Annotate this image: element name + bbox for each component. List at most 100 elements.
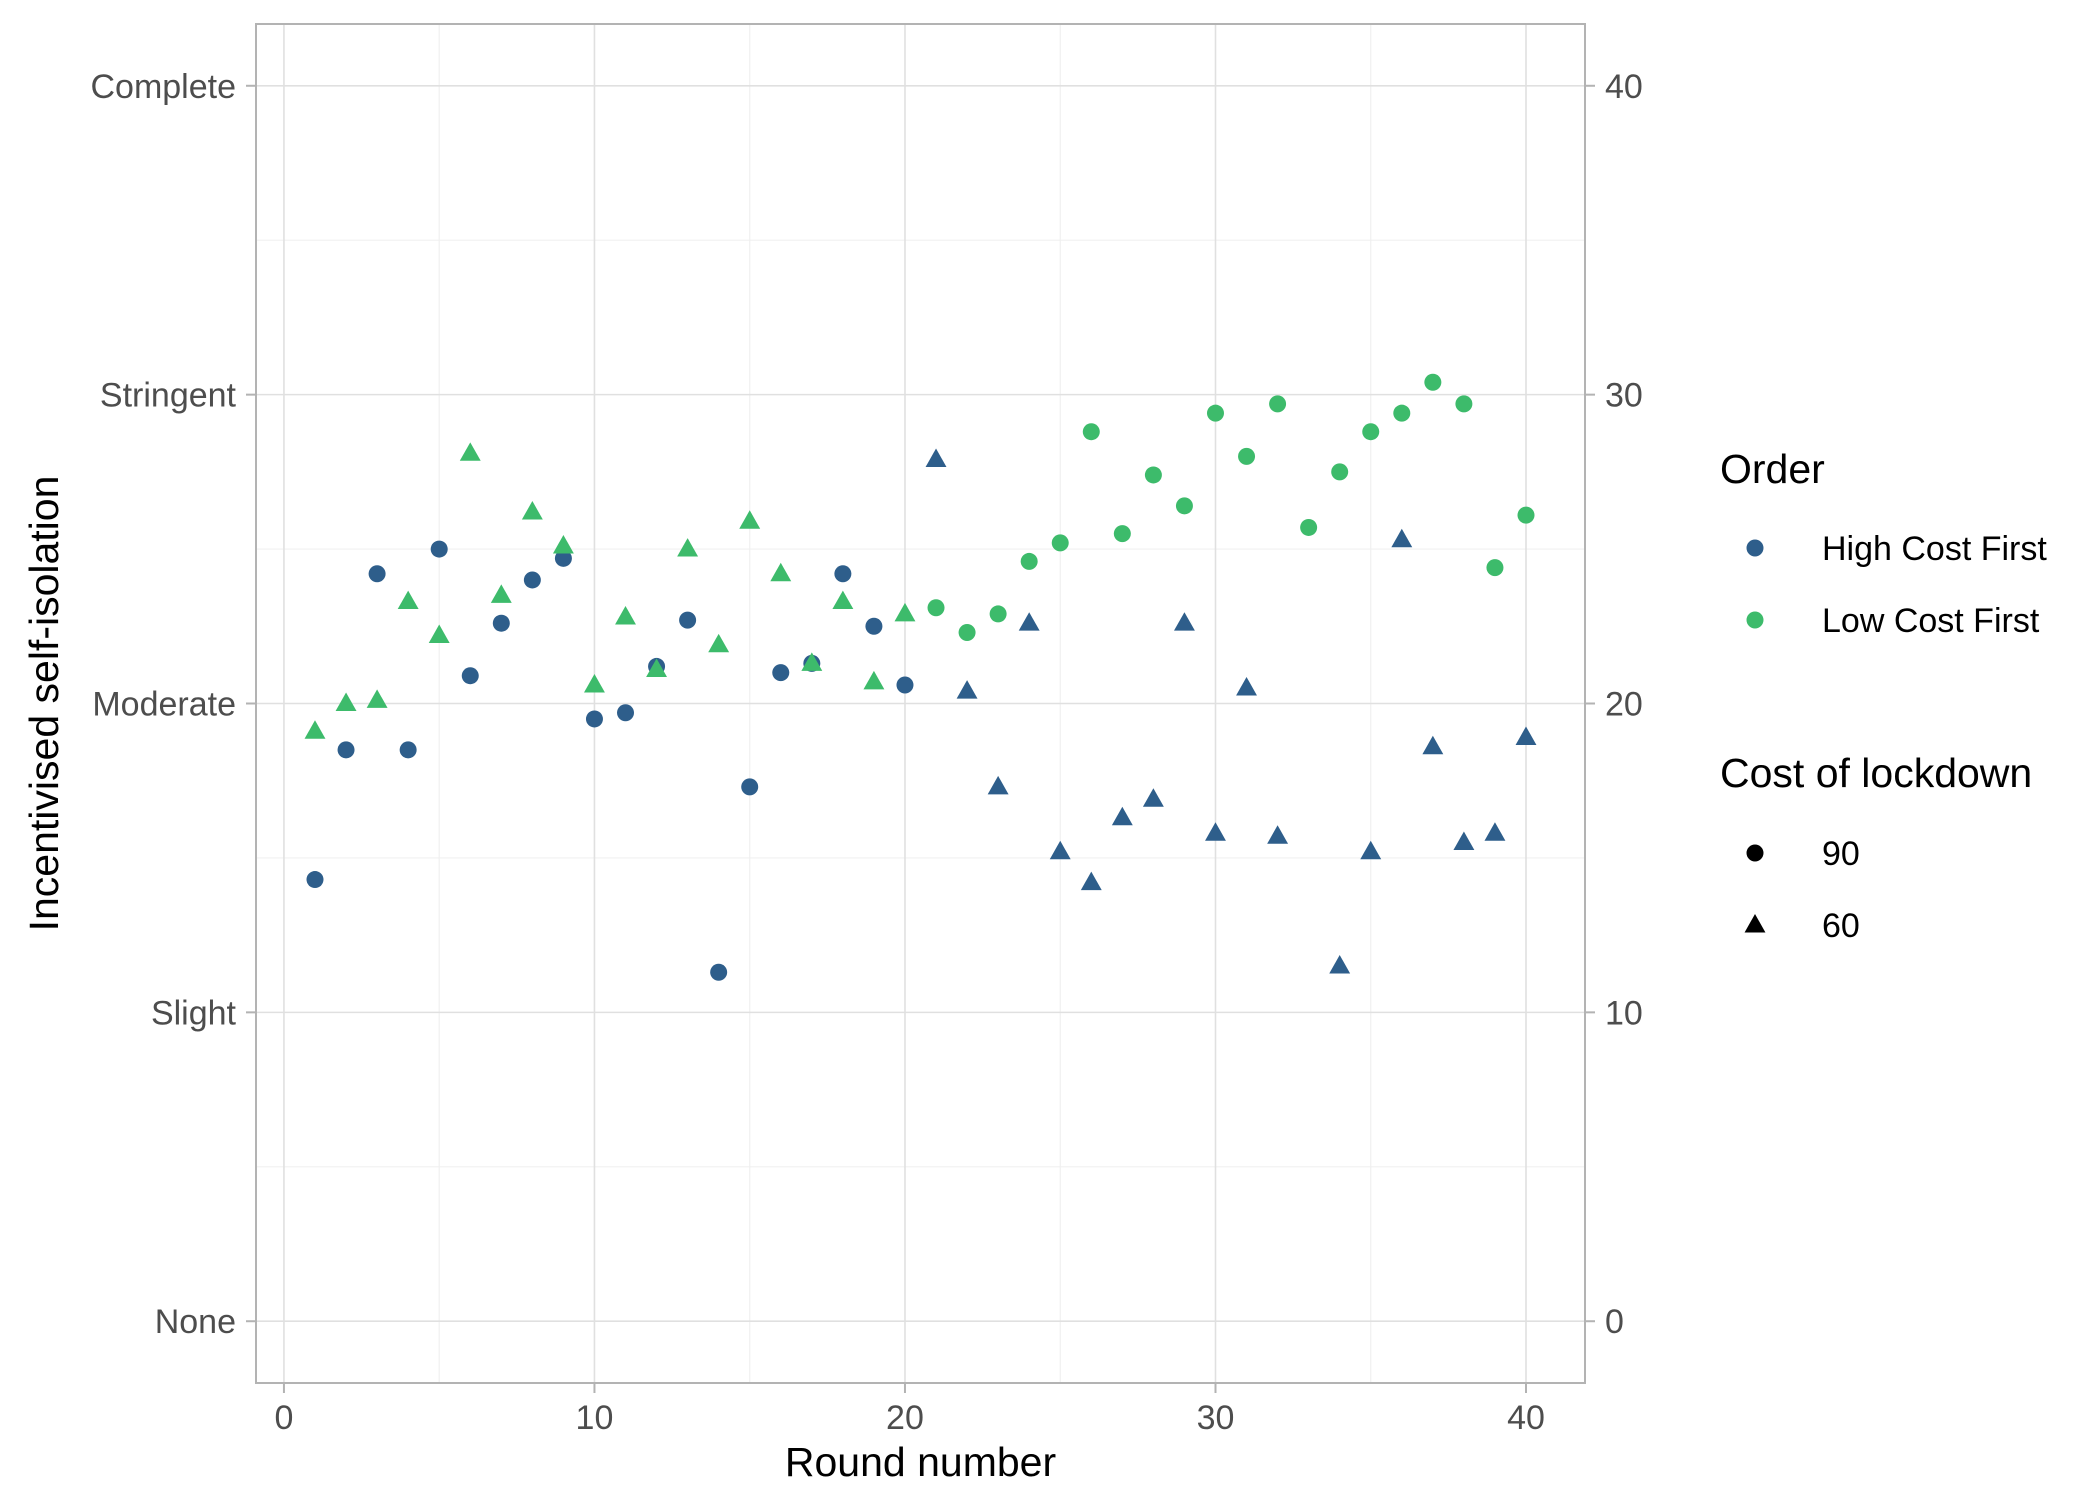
data-point-low-cost-first-90	[1175, 497, 1193, 515]
legend-order-title: Order	[1720, 446, 1825, 492]
left-y-tick-label: Slight	[151, 994, 237, 1032]
legend-label: High Cost First	[1822, 530, 2047, 568]
legend-label: 90	[1822, 835, 1860, 873]
data-point-high-cost-first-60	[1080, 871, 1102, 891]
data-point-high-cost-first-60	[1205, 822, 1226, 841]
data-point-high-cost-first-90	[554, 549, 572, 567]
data-points	[304, 373, 1537, 981]
data-point-high-cost-first-60	[1515, 726, 1537, 745]
data-point-high-cost-first-90	[617, 704, 635, 722]
data-point-low-cost-first-90	[927, 599, 945, 617]
data-point-low-cost-first-90	[1486, 559, 1504, 577]
data-point-low-cost-first-60	[894, 602, 916, 622]
legend: Order Cost of lockdown High Cost First Lo…	[1720, 446, 2047, 945]
legend-key-cost-90	[1746, 844, 1764, 862]
data-point-low-cost-first-60	[366, 689, 388, 708]
data-point-low-cost-first-90	[1517, 506, 1535, 524]
data-point-high-cost-first-60	[1142, 788, 1164, 807]
x-tick-labels: 0 10 20 30 40	[274, 1399, 1544, 1437]
data-point-high-cost-first-90	[834, 565, 852, 583]
left-y-tick-label: Complete	[90, 68, 236, 106]
legend-key-cost-60	[1744, 914, 1766, 933]
data-point-low-cost-first-90	[1300, 518, 1318, 536]
data-point-low-cost-first-60	[304, 720, 326, 739]
data-point-high-cost-first-60	[1453, 831, 1475, 850]
data-point-low-cost-first-90	[1269, 395, 1287, 413]
data-point-low-cost-first-60	[832, 590, 854, 610]
right-y-tick-labels: 0 10 20 30 40	[1605, 68, 1643, 1341]
right-y-tick-label: 30	[1605, 377, 1643, 415]
data-point-low-cost-first-90	[1362, 423, 1380, 441]
right-y-tick-label: 20	[1605, 686, 1643, 724]
data-point-high-cost-first-60	[1018, 612, 1040, 631]
data-point-low-cost-first-90	[1051, 534, 1069, 552]
data-point-high-cost-first-90	[337, 741, 355, 759]
data-point-high-cost-first-90	[306, 871, 324, 889]
legend-key-low-cost-first	[1746, 611, 1764, 629]
data-point-high-cost-first-60	[1267, 825, 1289, 844]
data-point-high-cost-first-60	[987, 775, 1009, 795]
data-point-high-cost-first-90	[492, 614, 510, 632]
legend-key-high-cost-first	[1746, 539, 1764, 557]
data-point-high-cost-first-90	[461, 667, 479, 685]
data-point-low-cost-first-90	[1455, 395, 1473, 413]
data-point-high-cost-first-90	[865, 617, 883, 635]
left-y-tick-labels: None Slight Moderate Stringent Complete	[90, 68, 236, 1341]
x-tick-label: 30	[1197, 1399, 1235, 1437]
data-point-low-cost-first-60	[459, 442, 481, 461]
data-point-high-cost-first-60	[1329, 955, 1351, 974]
major-gridlines	[256, 24, 1585, 1383]
left-y-tick-label: None	[155, 1303, 236, 1341]
data-point-low-cost-first-60	[770, 562, 792, 582]
data-point-high-cost-first-90	[585, 710, 603, 728]
left-y-tick-label: Stringent	[100, 377, 237, 415]
data-point-low-cost-first-60	[428, 624, 450, 644]
data-point-low-cost-first-90	[1331, 463, 1349, 481]
data-point-low-cost-first-90	[1206, 404, 1224, 422]
legend-label: 60	[1822, 907, 1860, 945]
data-point-low-cost-first-60	[552, 534, 574, 554]
data-point-high-cost-first-60	[1391, 528, 1413, 548]
data-point-low-cost-first-60	[615, 606, 636, 625]
legend-cost-title: Cost of lockdown	[1720, 750, 2032, 796]
data-point-low-cost-first-90	[1393, 404, 1411, 422]
data-point-low-cost-first-90	[1113, 525, 1131, 543]
data-point-high-cost-first-60	[1422, 735, 1444, 755]
data-point-high-cost-first-60	[1484, 822, 1506, 841]
data-point-low-cost-first-60	[335, 692, 357, 711]
data-point-high-cost-first-60	[925, 448, 947, 467]
data-point-low-cost-first-60	[739, 510, 761, 529]
data-point-low-cost-first-90	[1082, 423, 1100, 441]
right-y-tick-label: 10	[1605, 994, 1643, 1032]
data-point-high-cost-first-60	[1236, 677, 1257, 696]
x-tick-label: 40	[1507, 1399, 1545, 1437]
x-tick-label: 0	[274, 1399, 293, 1437]
data-point-low-cost-first-90	[1144, 466, 1162, 484]
data-point-high-cost-first-90	[523, 571, 541, 589]
x-tick-label: 10	[576, 1399, 614, 1437]
data-point-low-cost-first-90	[1424, 373, 1442, 391]
data-point-low-cost-first-90	[989, 605, 1007, 623]
right-y-tick-label: 40	[1605, 68, 1643, 106]
x-tick-label: 20	[886, 1399, 924, 1437]
data-point-low-cost-first-60	[646, 658, 668, 678]
data-point-high-cost-first-60	[1111, 806, 1133, 826]
data-point-low-cost-first-90	[1238, 447, 1256, 465]
data-point-high-cost-first-90	[710, 963, 728, 981]
legend-items: High Cost First Low Cost First 90 60	[1744, 530, 2047, 945]
data-point-low-cost-first-90	[958, 623, 976, 641]
data-point-high-cost-first-90	[896, 676, 914, 694]
data-point-high-cost-first-90	[679, 611, 697, 629]
axis-ticks	[246, 84, 1595, 1393]
data-point-high-cost-first-90	[772, 664, 790, 682]
data-point-high-cost-first-60	[1360, 840, 1382, 860]
data-point-high-cost-first-90	[430, 540, 448, 558]
right-y-tick-label: 0	[1605, 1303, 1624, 1341]
data-point-low-cost-first-60	[490, 584, 512, 603]
left-y-tick-label: Moderate	[92, 686, 236, 724]
legend-label: Low Cost First	[1822, 602, 2040, 640]
data-point-low-cost-first-60	[801, 652, 823, 671]
data-point-low-cost-first-60	[677, 538, 699, 557]
x-axis-title: Round number	[785, 1439, 1056, 1485]
